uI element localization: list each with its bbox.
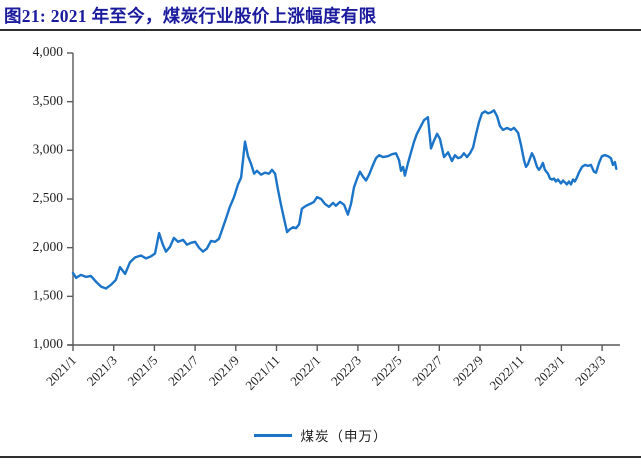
y-tick-label: 4,000 xyxy=(33,44,64,59)
price-line xyxy=(71,109,618,290)
figure-title: 图21: 2021 年至今，煤炭行业股价上涨幅度有限 xyxy=(4,6,377,26)
x-tick-label: 2021/11 xyxy=(242,353,282,393)
y-tick-label: 3,000 xyxy=(33,141,64,156)
title-divider xyxy=(0,29,641,31)
y-tick-label: 1,000 xyxy=(33,336,64,351)
x-tick-label: 2022/3 xyxy=(328,353,364,389)
legend-line-swatch xyxy=(253,433,292,437)
chart-legend: 煤炭（申万） xyxy=(0,425,641,445)
y-tick-label: 2,000 xyxy=(33,239,64,254)
x-tick-label: 2022/9 xyxy=(450,353,486,389)
x-tick-label: 2021/5 xyxy=(124,353,160,389)
y-tick-label: 3,500 xyxy=(33,93,64,108)
legend-label: 煤炭（申万） xyxy=(300,429,388,444)
y-tick-label: 2,500 xyxy=(33,190,64,205)
x-tick-label: 2023/1 xyxy=(531,353,567,389)
y-tick-label: 1,500 xyxy=(33,287,64,302)
x-tick-label: 2022/7 xyxy=(409,352,445,388)
x-tick-label: 2021/1 xyxy=(43,353,79,389)
footer-divider xyxy=(0,456,641,458)
x-tick-label: 2021/9 xyxy=(206,353,242,389)
x-tick-label: 2021/7 xyxy=(165,352,201,388)
x-tick-label: 2021/3 xyxy=(84,353,120,389)
x-tick-label: 2022/5 xyxy=(369,353,405,389)
x-tick-label: 2023/3 xyxy=(572,353,608,389)
x-tick-label: 2022/11 xyxy=(486,353,526,393)
x-tick-label: 2022/1 xyxy=(287,353,323,389)
